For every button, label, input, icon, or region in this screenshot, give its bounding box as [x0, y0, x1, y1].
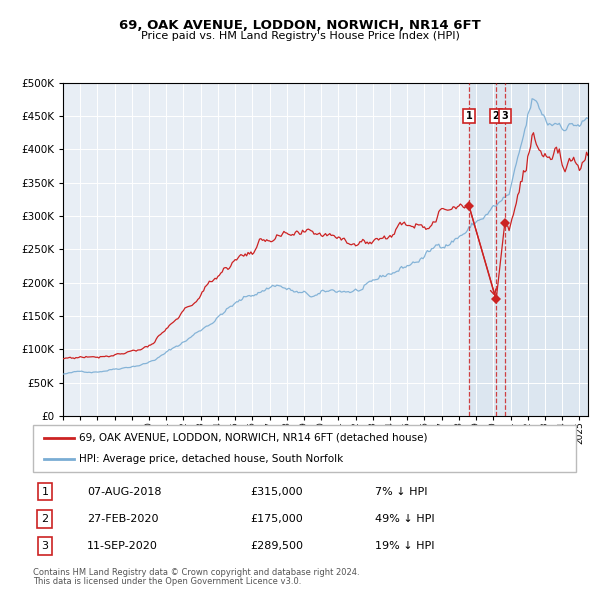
Text: 1: 1 — [41, 487, 49, 497]
Text: £315,000: £315,000 — [250, 487, 303, 497]
Text: 2: 2 — [41, 514, 49, 524]
Text: Contains HM Land Registry data © Crown copyright and database right 2024.: Contains HM Land Registry data © Crown c… — [33, 568, 359, 576]
Bar — [469, 83, 588, 416]
Text: This data is licensed under the Open Government Licence v3.0.: This data is licensed under the Open Gov… — [33, 577, 301, 586]
Text: 69, OAK AVENUE, LODDON, NORWICH, NR14 6FT: 69, OAK AVENUE, LODDON, NORWICH, NR14 6F… — [119, 19, 481, 32]
Text: 19% ↓ HPI: 19% ↓ HPI — [375, 541, 434, 551]
Text: 2: 2 — [493, 111, 499, 121]
Text: Price paid vs. HM Land Registry's House Price Index (HPI): Price paid vs. HM Land Registry's House … — [140, 31, 460, 41]
Text: 1: 1 — [466, 111, 472, 121]
Text: 07-AUG-2018: 07-AUG-2018 — [88, 487, 162, 497]
Text: 3: 3 — [502, 111, 509, 121]
Text: 49% ↓ HPI: 49% ↓ HPI — [375, 514, 435, 524]
Text: 11-SEP-2020: 11-SEP-2020 — [88, 541, 158, 551]
Text: 3: 3 — [41, 541, 49, 551]
Text: £289,500: £289,500 — [250, 541, 303, 551]
Text: HPI: Average price, detached house, South Norfolk: HPI: Average price, detached house, Sout… — [79, 454, 343, 464]
Text: 7% ↓ HPI: 7% ↓ HPI — [375, 487, 428, 497]
FancyBboxPatch shape — [33, 425, 576, 472]
Text: 27-FEB-2020: 27-FEB-2020 — [88, 514, 159, 524]
Text: 69, OAK AVENUE, LODDON, NORWICH, NR14 6FT (detached house): 69, OAK AVENUE, LODDON, NORWICH, NR14 6F… — [79, 432, 428, 442]
Text: £175,000: £175,000 — [250, 514, 303, 524]
